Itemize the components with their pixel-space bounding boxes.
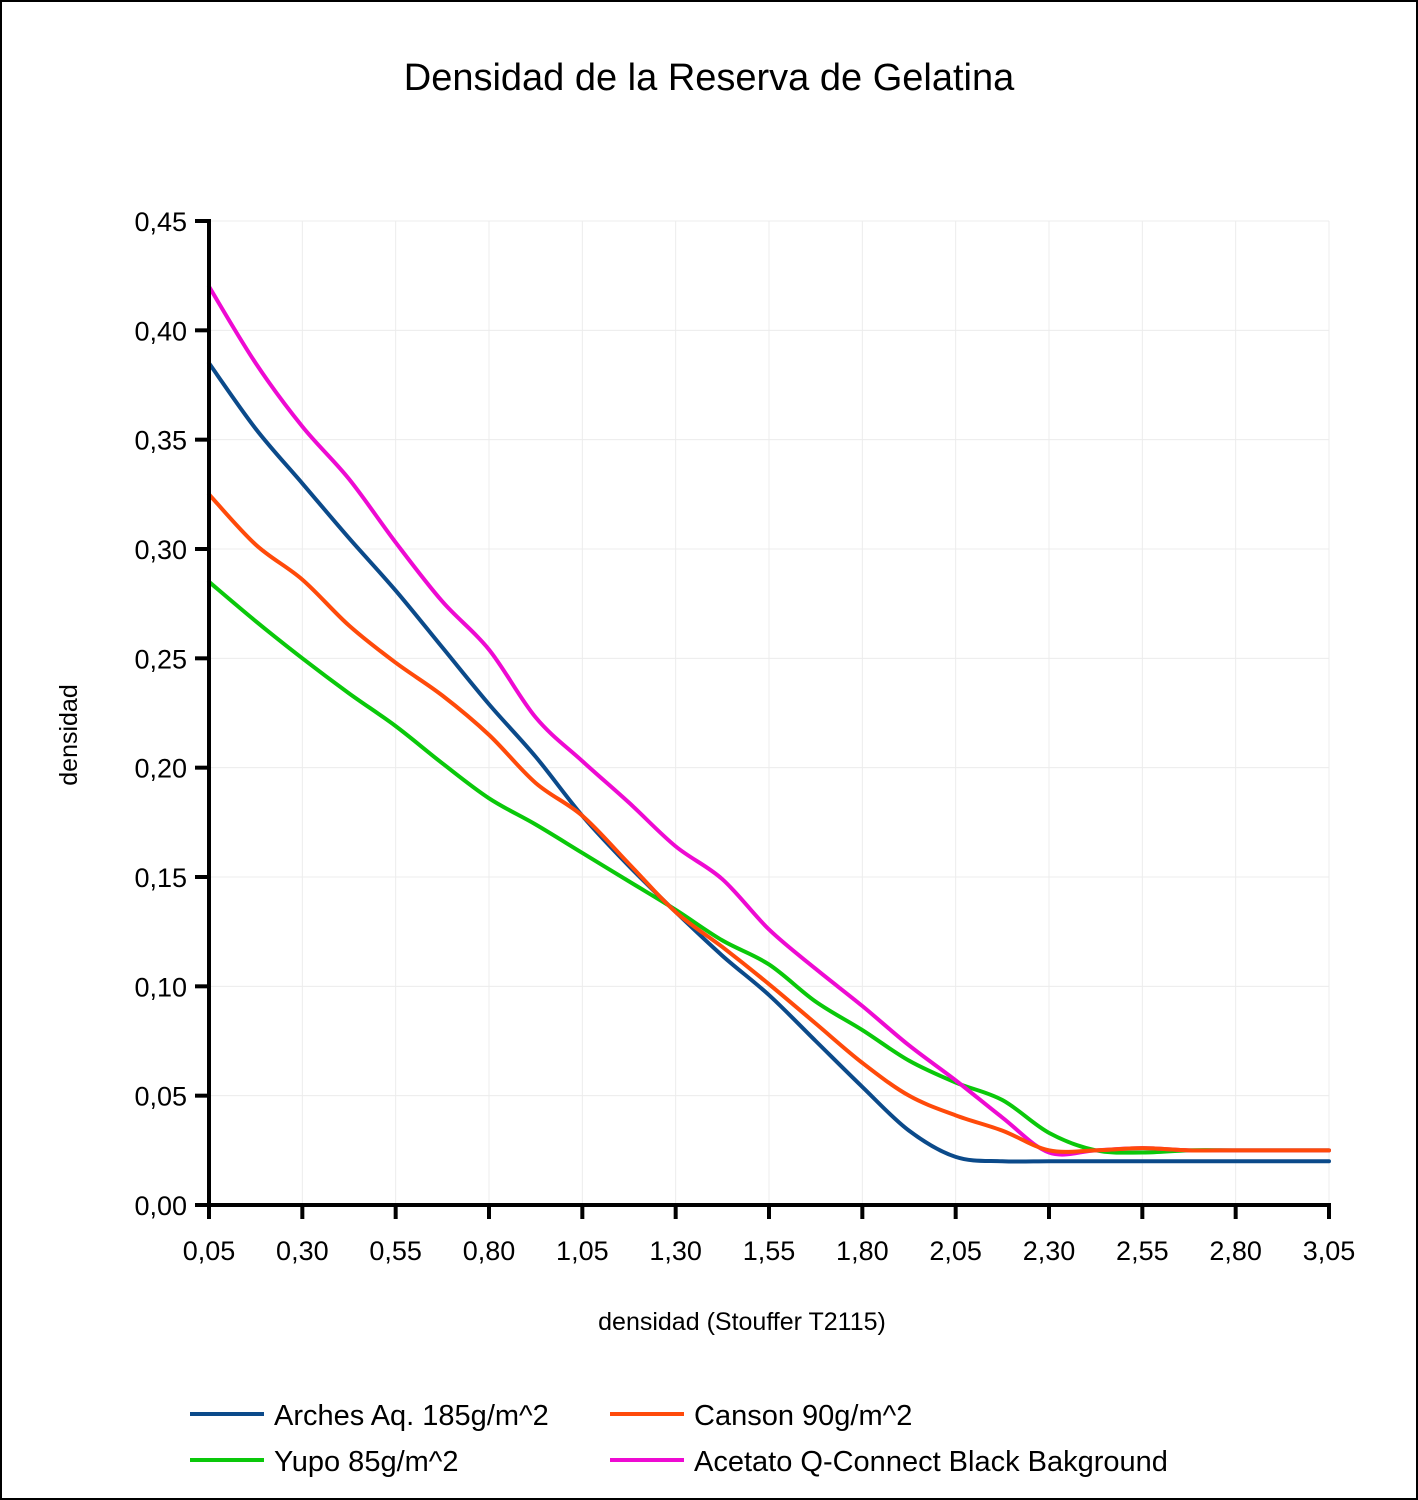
x-tick-label: 2,30 [1023,1236,1076,1266]
y-tick-label: 0,35 [134,426,187,456]
x-tick-label: 2,55 [1116,1236,1169,1266]
gridlines [209,220,1330,1205]
legend-item-canson-90g-m-2: Canson 90g/m^2 [610,1400,912,1432]
x-tick-label: 2,05 [929,1236,982,1266]
x-tick-label: 3,05 [1303,1236,1356,1266]
legend-label: Acetato Q-Connect Black Bakground [694,1446,1168,1478]
x-tick-label: 2,80 [1209,1236,1262,1266]
legend-label: Arches Aq. 185g/m^2 [274,1400,549,1432]
y-tick-label: 0,30 [134,535,187,565]
x-axis-label: densidad (Stouffer T2115) [598,1308,886,1336]
y-tick-label: 0,05 [134,1082,187,1112]
series-line-arches-aq-185g-m-2 [207,361,1331,1164]
y-tick-label: 0,15 [134,863,187,893]
chart-title: Densidad de la Reserva de Gelatina [404,57,1015,99]
x-tick-label: 0,80 [463,1236,516,1266]
x-tick-label: 1,30 [649,1236,702,1266]
legend-item-arches-aq-185g-m-2: Arches Aq. 185g/m^2 [190,1400,549,1432]
legend-item-yupo-85g-m-2: Yupo 85g/m^2 [190,1446,459,1478]
x-tick-label: 1,80 [836,1236,889,1266]
y-tick-label: 0,25 [134,644,187,674]
legend: Arches Aq. 185g/m^2 Canson 90g/m^2 Yupo 85… [190,1400,1168,1478]
x-tick-label: 1,55 [743,1236,796,1266]
y-tick-label: 0,45 [134,207,187,237]
series-line-yupo-85g-m-2 [207,579,1331,1155]
x-ticks: 0,05 0,30 0,55 0,80 1,05 1,30 1,55 1,80 2,05 2,30… [183,1205,1356,1266]
series-line-canson-90g-m-2 [207,492,1331,1154]
y-ticks: 0,00 0,05 0,10 0,15 0,20 0,25 0,30 0,35 0,40 0,45 [134,207,209,1221]
x-tick-label: 0,55 [369,1236,422,1266]
x-tick-label: 0,05 [183,1236,236,1266]
y-axis-label: densidad [55,684,83,785]
legend-label: Canson 90g/m^2 [694,1400,912,1432]
y-tick-label: 0,40 [134,316,187,346]
x-tick-label: 1,05 [556,1236,609,1266]
legend-item-acetato-q-connect-black-bakground: Acetato Q-Connect Black Bakground [610,1446,1168,1478]
y-tick-label: 0,10 [134,972,187,1002]
y-tick-label: 0,00 [134,1191,187,1221]
series-layer [207,284,1331,1164]
legend-label: Yupo 85g/m^2 [274,1446,459,1478]
x-tick-label: 0,30 [276,1236,329,1266]
y-tick-label: 0,20 [134,754,187,784]
